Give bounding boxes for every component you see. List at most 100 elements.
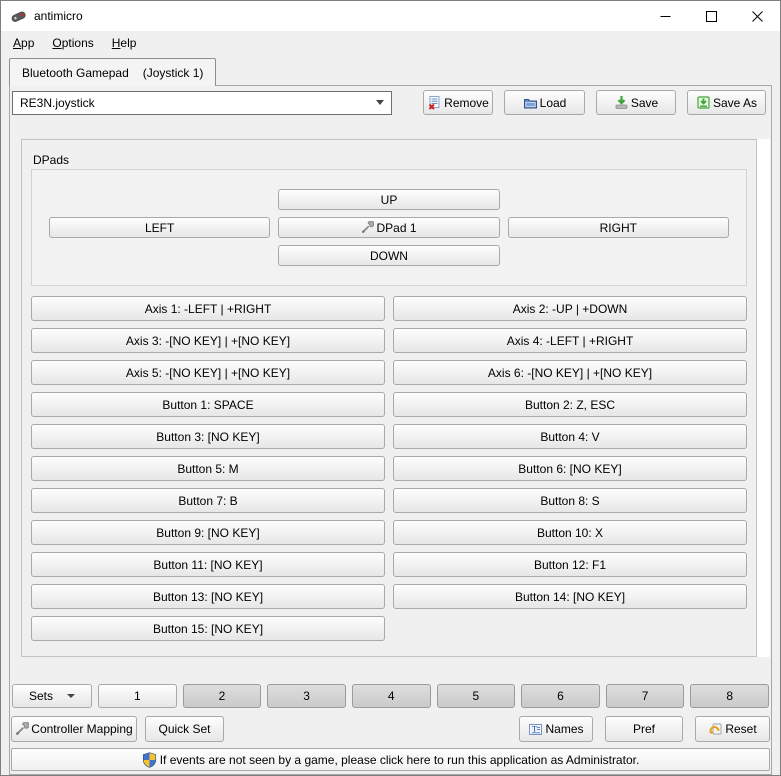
mapping-grid: Axis 1: -LEFT | +RIGHT Axis 2: -UP | +DO…: [31, 296, 747, 641]
dpad-center-button[interactable]: DPad 1: [278, 217, 500, 238]
text-names-icon: T: [528, 722, 543, 737]
save-button[interactable]: Save: [596, 90, 676, 115]
remove-label: Remove: [444, 95, 489, 110]
minimize-button[interactable]: [642, 1, 688, 31]
axis-5-button[interactable]: Axis 5: -[NO KEY] | +[NO KEY]: [31, 360, 385, 385]
minimize-icon: [660, 11, 671, 22]
set-4-button[interactable]: 4: [351, 684, 431, 708]
profile-row: RE3N.joystick Remove Load: [10, 90, 771, 115]
close-icon: [751, 10, 763, 22]
folder-icon: [523, 96, 538, 110]
status-row: If events are not seen by a game, please…: [11, 748, 770, 771]
button-4-button[interactable]: Button 4: V: [393, 424, 747, 449]
maximize-button[interactable]: [688, 1, 734, 31]
sets-menu-button[interactable]: Sets: [12, 684, 92, 708]
dpad-panel: UP LEFT DPad 1 RIGHT DOWN: [31, 169, 747, 286]
dpad-left-button[interactable]: LEFT: [49, 217, 271, 238]
gamepad-app-icon: [10, 8, 27, 25]
quick-set-button[interactable]: Quick Set: [145, 716, 224, 742]
set-6-button[interactable]: 6: [521, 684, 600, 708]
set-7-button[interactable]: 7: [605, 684, 685, 708]
wrench-icon: [15, 722, 30, 736]
tabbar: Bluetooth Gamepad (Joystick 1): [1, 54, 780, 86]
reset-button[interactable]: Reset: [695, 716, 770, 742]
remove-icon: [427, 95, 442, 110]
vertical-scrollbar[interactable]: [757, 139, 770, 657]
button-14-button[interactable]: Button 14: [NO KEY]: [393, 584, 747, 609]
button-3-button[interactable]: Button 3: [NO KEY]: [31, 424, 385, 449]
set-3-button[interactable]: 3: [267, 684, 346, 708]
dpad-down-button[interactable]: DOWN: [278, 245, 500, 266]
menubar: App Options Help: [1, 31, 780, 54]
uac-shield-icon: [142, 751, 157, 768]
tab-joystick-label: (Joystick 1): [142, 65, 204, 80]
window-controls: [642, 1, 780, 31]
button-8-button[interactable]: Button 8: S: [393, 488, 747, 513]
load-label: Load: [539, 95, 567, 110]
names-label: Names: [545, 722, 584, 736]
save-as-icon: [696, 95, 711, 110]
svg-text:T: T: [532, 724, 537, 733]
button-7-button[interactable]: Button 7: B: [31, 488, 385, 513]
reset-icon: [708, 722, 723, 737]
tab-joystick-1[interactable]: Bluetooth Gamepad (Joystick 1): [9, 58, 217, 86]
save-icon: [614, 95, 629, 110]
load-button[interactable]: Load: [504, 90, 585, 115]
maximize-icon: [705, 10, 717, 22]
reset-label: Reset: [725, 722, 757, 736]
pref-button[interactable]: Pref: [605, 716, 683, 742]
controller-mapping-button[interactable]: Controller Mapping: [11, 716, 137, 742]
set-1-button[interactable]: 1: [98, 684, 177, 708]
axis-3-button[interactable]: Axis 3: -[NO KEY] | +[NO KEY]: [31, 328, 385, 353]
axis-2-button[interactable]: Axis 2: -UP | +DOWN: [393, 296, 747, 321]
button-11-button[interactable]: Button 11: [NO KEY]: [31, 552, 385, 577]
profile-toolbar: Remove Load Save: [423, 90, 766, 115]
button-10-button[interactable]: Button 10: X: [393, 520, 747, 545]
button-15-button[interactable]: Button 15: [NO KEY]: [31, 616, 385, 641]
save-label: Save: [630, 95, 659, 110]
tab-device-name: Bluetooth Gamepad: [22, 65, 129, 80]
profile-selected-value: RE3N.joystick: [20, 95, 95, 110]
set-5-button[interactable]: 5: [436, 684, 516, 708]
button-6-button[interactable]: Button 6: [NO KEY]: [393, 456, 747, 481]
button-13-button[interactable]: Button 13: [NO KEY]: [31, 584, 385, 609]
button-12-button[interactable]: Button 12: F1: [393, 552, 747, 577]
menu-app[interactable]: App: [13, 35, 35, 50]
save-as-button[interactable]: Save As: [687, 90, 766, 115]
footer-row: Controller Mapping Quick Set T Names Pre…: [10, 716, 771, 742]
close-button[interactable]: [734, 1, 780, 31]
controller-mapping-label: Controller Mapping: [31, 722, 133, 736]
mapping-frame: DPads UP LEFT DPad 1 RIGHT DOWN: [21, 139, 757, 657]
chevron-down-icon: [67, 694, 75, 698]
dpad-up-button[interactable]: UP: [278, 189, 500, 210]
menu-options[interactable]: Options: [52, 35, 94, 50]
dpad-right-button[interactable]: RIGHT: [507, 217, 729, 238]
save-as-label: Save As: [712, 95, 758, 110]
dpad-center-label: DPad 1: [376, 220, 417, 235]
status-message: If events are not seen by a game, please…: [159, 752, 640, 767]
main-area: DPads UP LEFT DPad 1 RIGHT DOWN: [10, 139, 771, 657]
sets-label: Sets: [28, 689, 53, 703]
button-2-button[interactable]: Button 2: Z, ESC: [393, 392, 747, 417]
axis-1-button[interactable]: Axis 1: -LEFT | +RIGHT: [31, 296, 385, 321]
window-title: antimicro: [34, 9, 83, 23]
button-5-button[interactable]: Button 5: M: [31, 456, 385, 481]
profile-select[interactable]: RE3N.joystick: [12, 90, 392, 115]
menu-help[interactable]: Help: [111, 35, 137, 50]
axis-6-button[interactable]: Axis 6: -[NO KEY] | +[NO KEY]: [393, 360, 747, 385]
wrench-icon: [361, 221, 375, 234]
run-as-admin-button[interactable]: If events are not seen by a game, please…: [11, 748, 770, 771]
dpads-group-label: DPads: [33, 152, 70, 167]
set-2-button[interactable]: 2: [182, 684, 262, 708]
set-8-button[interactable]: 8: [690, 684, 769, 708]
footer-right-group: T Names Pref Reset: [519, 716, 770, 742]
button-1-button[interactable]: Button 1: SPACE: [31, 392, 385, 417]
tab-content: RE3N.joystick Remove Load: [9, 85, 772, 775]
button-9-button[interactable]: Button 9: [NO KEY]: [31, 520, 385, 545]
chevron-down-icon: [376, 100, 384, 105]
remove-button[interactable]: Remove: [423, 90, 493, 115]
axis-4-button[interactable]: Axis 4: -LEFT | +RIGHT: [393, 328, 747, 353]
names-button[interactable]: T Names: [519, 716, 593, 742]
sets-row: Sets 1 2 3 4 5 6 7 8: [10, 684, 771, 708]
